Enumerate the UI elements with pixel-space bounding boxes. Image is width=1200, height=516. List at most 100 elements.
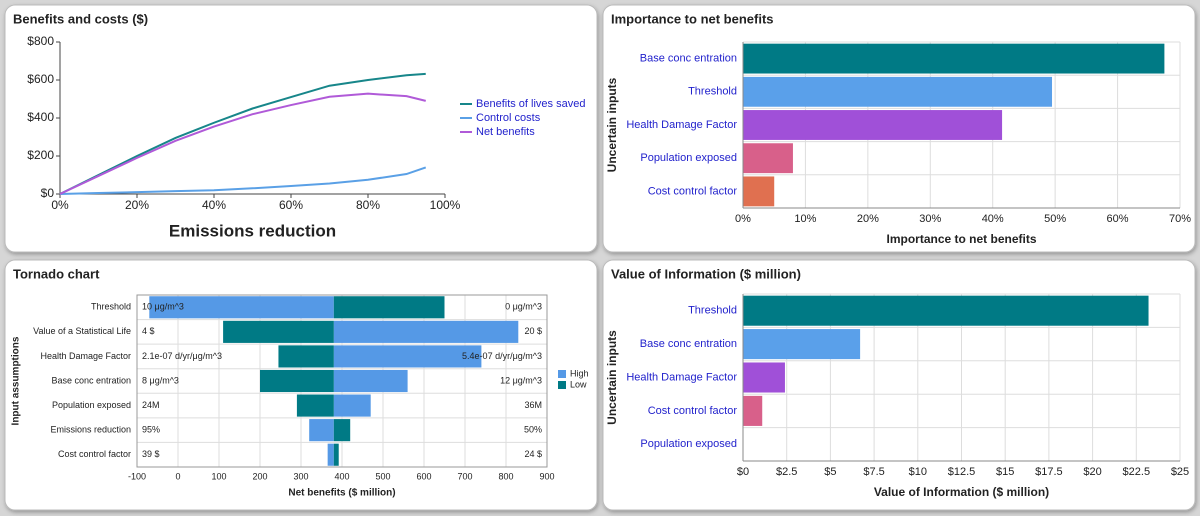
y-tick-label: $400: [27, 110, 54, 124]
x-tick-label: 20%: [125, 198, 149, 212]
legend-swatch: [558, 370, 566, 378]
x-tick-label: 100%: [430, 198, 461, 212]
bar: [278, 345, 334, 368]
low-input-label: 4 $: [142, 326, 155, 336]
legend-label: Net benefits: [476, 126, 535, 138]
y-tick-label: Health Damage Factor: [626, 371, 737, 383]
y-tick-label: Cost control factor: [648, 185, 738, 197]
x-tick-label: $15: [996, 466, 1014, 478]
bar: [743, 395, 763, 426]
bar: [260, 369, 334, 393]
high-input-label: 24 $: [524, 449, 542, 459]
y-tick-label: $800: [27, 34, 54, 48]
low-input-label: 10 μg/m^3: [142, 302, 184, 312]
y-tick-label: Health Damage Factor: [626, 119, 737, 131]
x-tick-label: 60%: [1107, 213, 1129, 225]
bar: [743, 295, 1149, 326]
x-tick-label: 900: [539, 471, 554, 481]
x-tick-label: 40%: [202, 198, 226, 212]
high-input-label: 50%: [524, 425, 542, 435]
bar: [743, 329, 861, 360]
x-tick-label: $12.5: [948, 466, 976, 478]
bar: [333, 419, 351, 442]
low-input-label: 95%: [142, 425, 160, 435]
y-tick-label: Threshold: [688, 305, 737, 317]
y-tick-label: $0: [41, 186, 55, 200]
y-tick-label: Emissions reduction: [50, 425, 131, 435]
y-tick-label: Base conc entration: [640, 338, 737, 350]
y-tick-label: Base conc entration: [51, 375, 131, 385]
x-tick-label: $5: [824, 466, 836, 478]
y-tick-label: Population exposed: [52, 400, 131, 410]
bar: [333, 443, 339, 466]
series-line: [59, 92, 426, 195]
bar: [743, 362, 785, 393]
x-tick-label: 30%: [919, 213, 941, 225]
y-axis-label: Uncertain inputs: [605, 330, 619, 425]
bar: [296, 394, 334, 417]
bar: [309, 419, 334, 442]
x-tick-label: $17.5: [1035, 466, 1063, 478]
x-tick-label: 700: [457, 471, 472, 481]
x-tick-label: 20%: [857, 213, 879, 225]
chart-title: Tornado chart: [13, 266, 100, 281]
legend-label: Benefits of lives saved: [476, 98, 585, 110]
legend-swatch: [558, 381, 566, 389]
y-tick-label: Population exposed: [640, 438, 737, 450]
y-axis-label: Uncertain inputs: [605, 77, 619, 172]
bar: [223, 320, 334, 343]
bar: [327, 443, 334, 466]
high-input-label: 0 μg/m^3: [505, 302, 542, 312]
x-tick-label: 60%: [279, 198, 303, 212]
low-input-label: 8 μg/m^3: [142, 375, 179, 385]
y-tick-label: Cost control factor: [58, 449, 131, 459]
high-input-label: 12 μg/m^3: [500, 375, 542, 385]
low-input-label: 39 $: [142, 449, 160, 459]
x-tick-label: 600: [416, 471, 431, 481]
high-input-label: 5.4e-07 d/yr/μg/m^3: [462, 351, 542, 361]
bar: [743, 143, 793, 174]
x-tick-label: 0%: [51, 198, 69, 212]
x-tick-label: 200: [252, 471, 267, 481]
x-tick-label: 300: [293, 471, 308, 481]
chart-title: Benefits and costs ($): [13, 11, 148, 26]
x-tick-label: 400: [334, 471, 349, 481]
x-tick-label: 100: [211, 471, 226, 481]
bar: [743, 43, 1165, 74]
legend-label: Control costs: [476, 112, 541, 124]
chart-title: Importance to net benefits: [611, 11, 774, 26]
x-axis-label: Importance to net benefits: [886, 232, 1036, 246]
chart-title: Value of Information ($ million): [611, 266, 801, 281]
bar: [333, 345, 482, 368]
y-axis-label: Input assumptions: [11, 336, 22, 425]
x-tick-label: 70%: [1169, 213, 1191, 225]
x-tick-label: 0%: [735, 213, 751, 225]
series-line: [59, 166, 427, 195]
legend-label: Low: [570, 379, 587, 389]
x-tick-label: $0: [737, 466, 749, 478]
y-tick-label: Value of a Statistical Life: [33, 326, 131, 336]
x-tick-label: 800: [498, 471, 513, 481]
x-axis-label: Value of Information ($ million): [874, 485, 1049, 499]
x-tick-label: $20: [1083, 466, 1101, 478]
x-tick-label: $25: [1171, 466, 1189, 478]
x-tick-label: 80%: [356, 198, 380, 212]
high-input-label: 36M: [524, 400, 542, 410]
high-input-label: 20 $: [524, 326, 542, 336]
x-tick-label: -100: [128, 471, 146, 481]
bar: [333, 296, 445, 319]
low-input-label: 24M: [142, 400, 160, 410]
x-tick-label: 40%: [982, 213, 1004, 225]
bar: [743, 110, 1003, 140]
bar: [333, 369, 408, 393]
x-tick-label: $7.5: [863, 466, 884, 478]
panel: [4, 4, 598, 253]
x-tick-label: $10: [909, 466, 927, 478]
legend-label: High: [570, 368, 589, 378]
bar: [333, 320, 519, 343]
low-input-label: 2.1e-07 d/yr/μg/m^3: [142, 351, 222, 361]
x-axis-label: Net benefits ($ million): [288, 488, 395, 499]
series-line: [59, 72, 426, 195]
